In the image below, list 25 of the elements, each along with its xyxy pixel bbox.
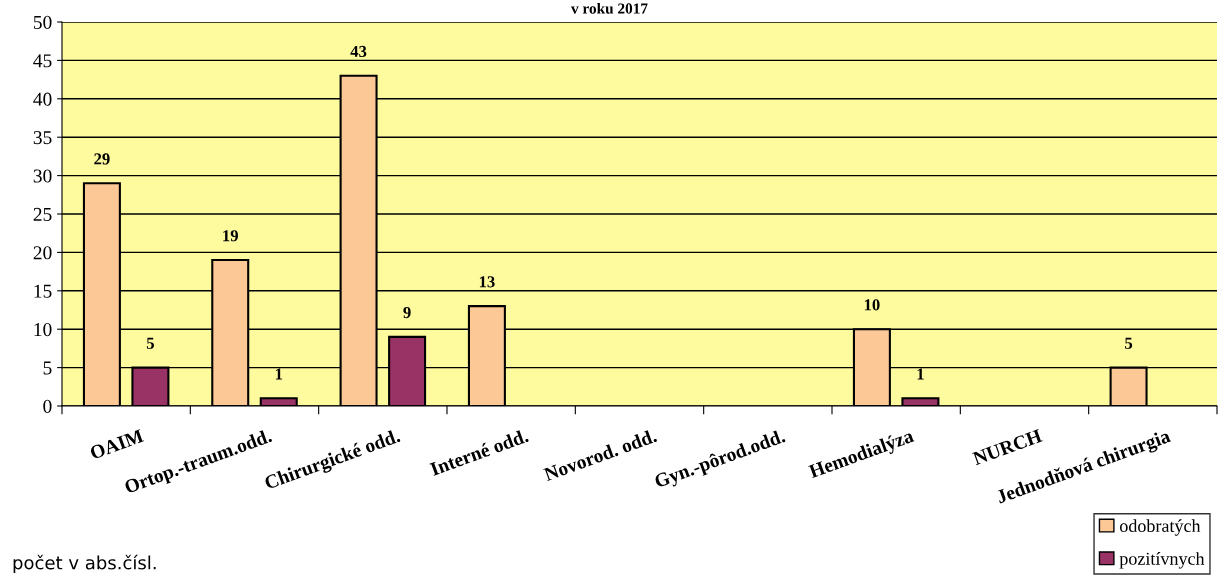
chart-title: v roku 2017 [571,2,648,14]
y-tick-label: 45 [33,54,52,68]
text: počet v abs.čísl. [13,554,156,573]
data-label: 9 [403,306,411,319]
y-tick-label: 30 [33,169,52,183]
y-tick-label: 20 [33,246,52,260]
data-label: 5 [1125,337,1133,349]
y-tick-label: 25 [33,207,52,221]
data-label: 10 [864,299,880,311]
data-label: 1 [917,368,924,380]
y-tick-label: 40 [33,92,52,106]
data-label: 1 [275,368,283,380]
y-tick-label: 0 [43,399,52,413]
y-tick-label: 15 [34,284,52,298]
data-label: 29 [94,153,110,165]
y-tick-label: 10 [34,323,52,337]
data-label: 5 [146,337,154,349]
data-label: 43 [350,45,367,58]
y-tick-label: 5 [43,361,52,375]
data-label: 19 [223,230,238,242]
data-label: 13 [479,276,495,288]
legend-label: pozitívnych [1119,552,1205,569]
y-tick-label: 35 [33,131,52,145]
legend-label: odobratých [1120,519,1201,536]
y-tick-label: 50 [33,15,52,29]
